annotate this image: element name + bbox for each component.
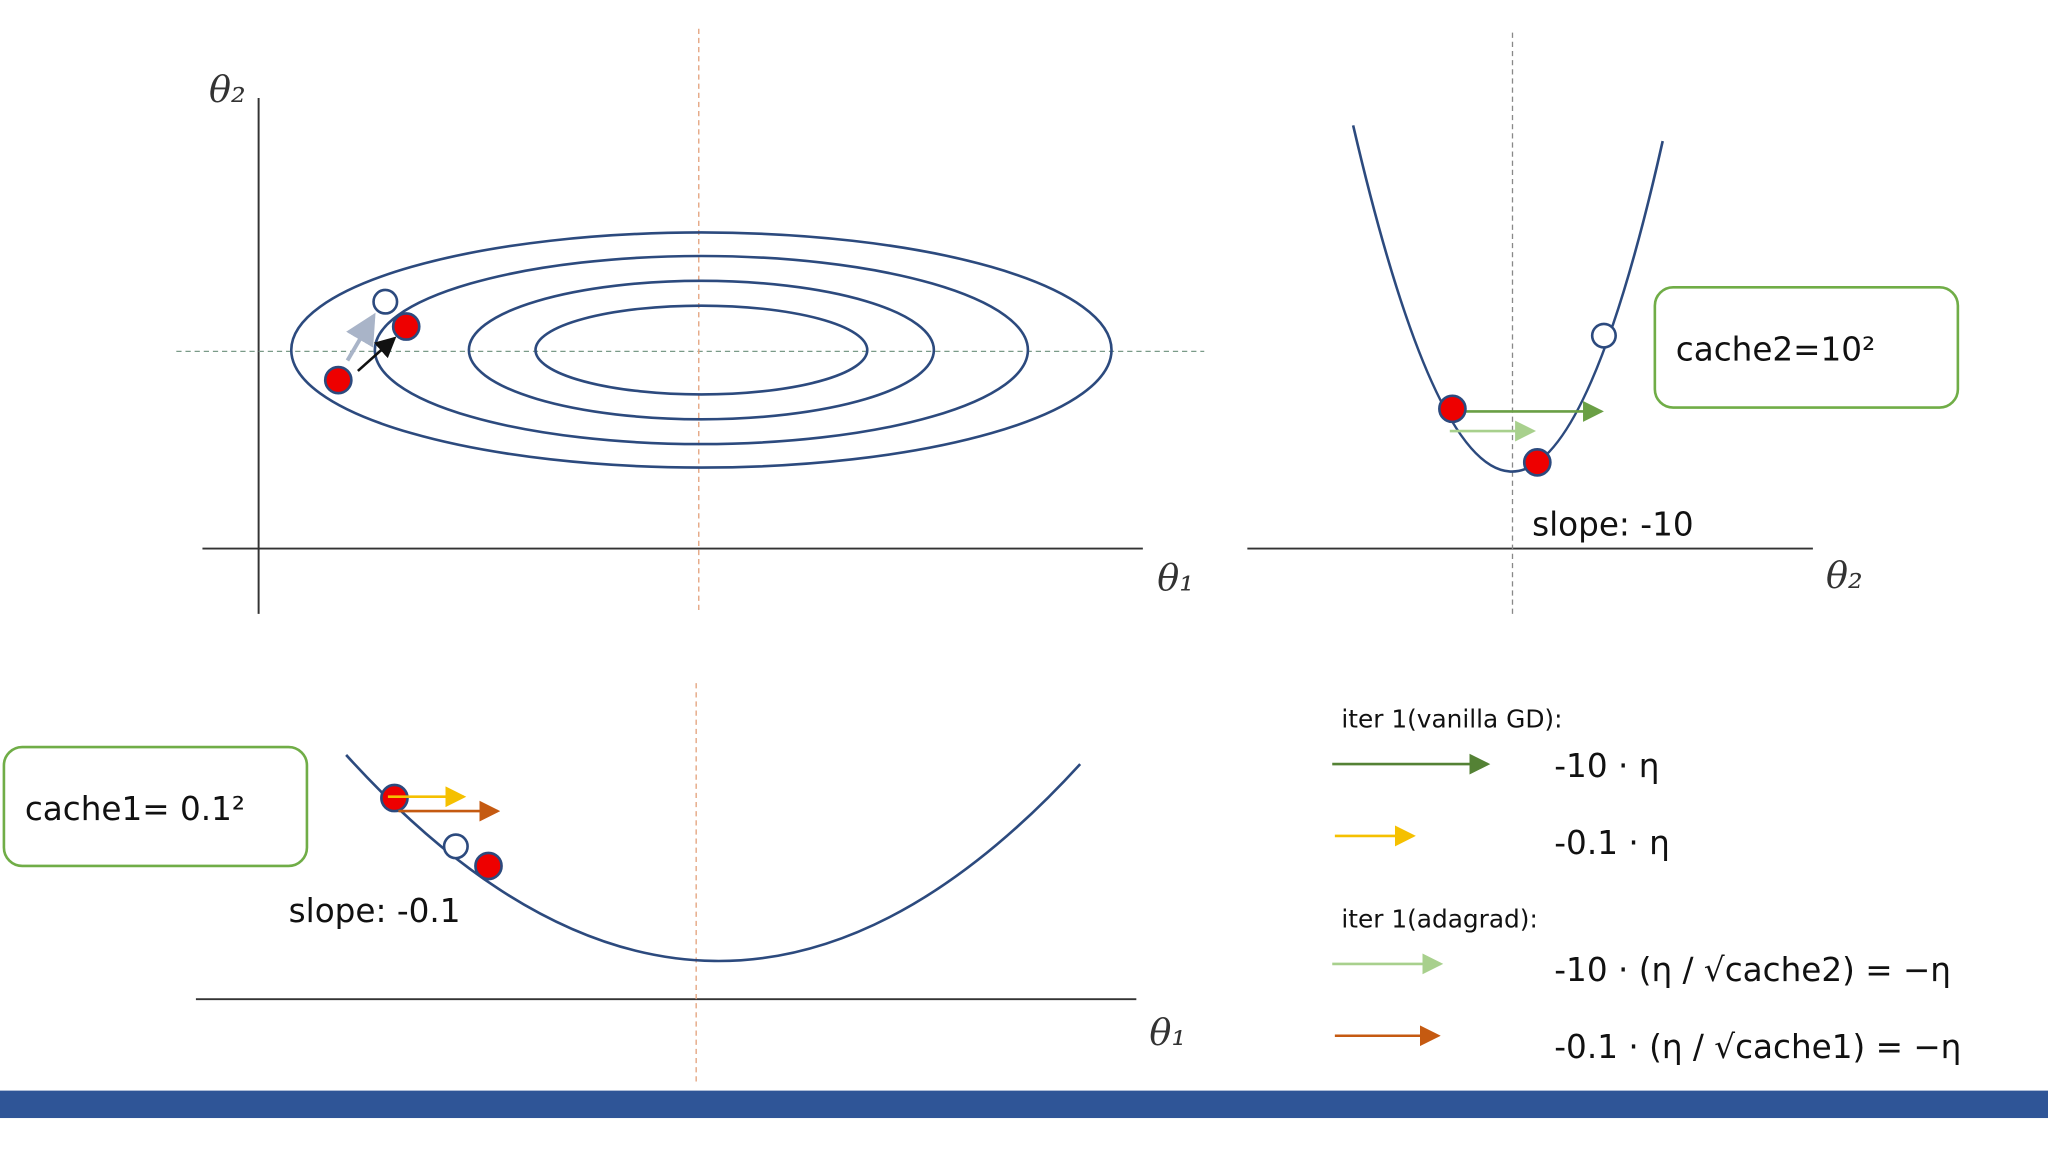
- theta1-panel: cache1= 0.1² slope: -0.1 θ₁: [2, 683, 1186, 1085]
- slope-label: slope: -0.1: [289, 892, 461, 930]
- cache-label: cache1= 0.1²: [25, 790, 245, 828]
- point: [372, 288, 399, 315]
- point: [391, 312, 421, 341]
- point: [1522, 448, 1552, 477]
- legend-item: -0.1 · (η / √cache1) = −η: [1554, 1028, 1961, 1066]
- legend-title: iter 1(adagrad):: [1341, 904, 1537, 933]
- point: [474, 851, 503, 881]
- legend: iter 1(vanilla GD): -10 · η -0.1 · η ite…: [1332, 705, 1961, 1066]
- axis-label: θ₂: [209, 68, 246, 111]
- cache-box: [2, 745, 309, 868]
- step-arrow: [345, 312, 376, 362]
- legend-item: -10 · (η / √cache2) = −η: [1554, 951, 1951, 989]
- curve: [1351, 125, 1664, 473]
- contour-panel: θ₂ θ₁: [176, 28, 1205, 614]
- legend-item: -10 · η: [1554, 747, 1659, 785]
- point: [442, 833, 469, 860]
- point: [323, 365, 353, 395]
- theta2-panel: cache2=10² slope: -10 θ₂: [1247, 32, 1960, 617]
- axis-label: θ₂: [1826, 554, 1863, 597]
- legend-title: iter 1(vanilla GD):: [1341, 705, 1562, 734]
- contour: [289, 231, 1113, 469]
- cache-label: cache2=10²: [1676, 330, 1875, 368]
- legend-item: -0.1 · η: [1554, 824, 1670, 862]
- slope-label: slope: -10: [1532, 506, 1694, 544]
- footer-bar: [0, 1090, 2048, 1119]
- contour: [534, 304, 869, 396]
- point: [1438, 394, 1467, 424]
- cache-box: [1653, 286, 1960, 409]
- contour: [467, 279, 936, 421]
- axis-label: θ₁: [1157, 556, 1194, 599]
- contour: [373, 254, 1030, 446]
- axis-label: θ₁: [1149, 1011, 1186, 1054]
- step-arrow: [357, 336, 397, 372]
- point: [1590, 322, 1617, 349]
